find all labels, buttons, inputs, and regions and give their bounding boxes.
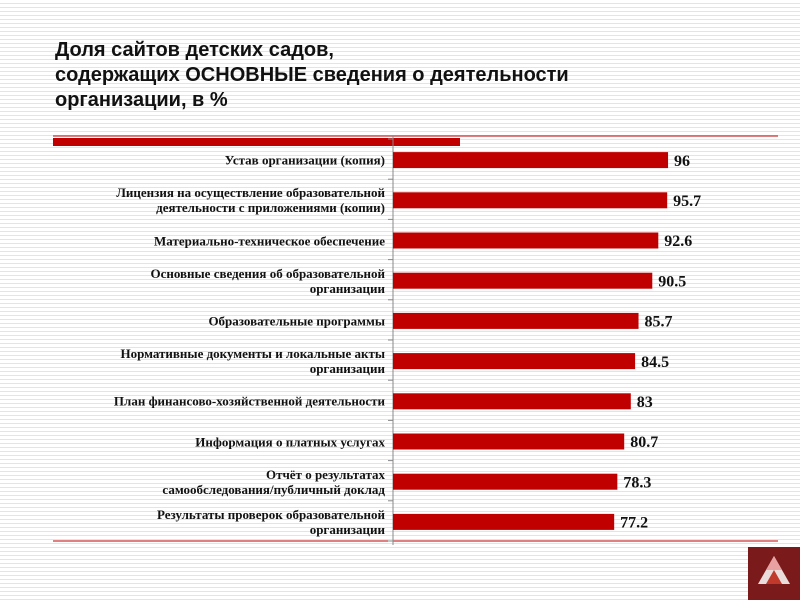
bar <box>393 353 636 370</box>
value-label: 90.5 <box>658 273 686 290</box>
category-label: Нормативные документы и локальные акты о… <box>120 346 385 377</box>
category-label: Лицензия на осуществление образовательно… <box>116 185 385 216</box>
bar <box>393 473 618 490</box>
bar <box>393 232 659 249</box>
bar <box>393 393 631 410</box>
value-label: 77.2 <box>620 515 648 532</box>
value-label: 96 <box>674 153 690 170</box>
decor-bar <box>53 138 460 146</box>
value-label: 80.7 <box>630 434 658 451</box>
value-label: 83 <box>637 394 653 411</box>
bar <box>393 513 615 530</box>
category-label: Основные сведения об образовательной орг… <box>150 265 385 296</box>
category-label: Устав организации (копия) <box>224 152 385 168</box>
value-label: 84.5 <box>641 354 669 371</box>
value-label: 95.7 <box>673 193 701 210</box>
logo <box>748 547 800 600</box>
category-label: План финансово-хозяйственной деятельност… <box>113 393 385 409</box>
logo-shape <box>766 556 782 570</box>
bar <box>393 433 625 450</box>
category-label: Результаты проверок образовательной орга… <box>156 506 385 537</box>
bar <box>393 192 668 209</box>
category-label: Материально-техническое обеспечение <box>154 233 385 248</box>
logo-shape <box>766 570 782 584</box>
category-label: Информация о платных услугах <box>195 434 385 449</box>
value-label: 78.3 <box>623 474 651 491</box>
value-label: 92.6 <box>664 233 692 250</box>
chart-title: Доля сайтов детских садов, содержащих ОС… <box>55 39 569 111</box>
value-label: 85.7 <box>645 314 673 331</box>
category-label: Образовательные программы <box>208 313 385 329</box>
bar <box>393 152 669 169</box>
bar <box>393 272 653 289</box>
category-label: Отчёт о результатах самообследования/пуб… <box>162 466 385 497</box>
bar <box>393 312 639 329</box>
